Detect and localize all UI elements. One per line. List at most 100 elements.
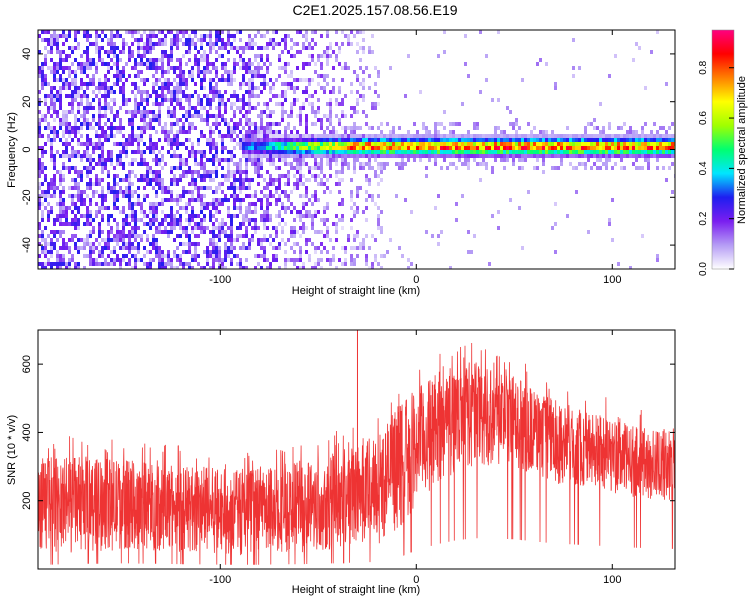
heatmap-cell <box>611 134 614 138</box>
heatmap-cell <box>497 138 500 142</box>
heatmap-cell <box>602 146 605 150</box>
heatmap-cell <box>314 162 317 166</box>
heatmap-cell <box>530 130 533 134</box>
heatmap-cell <box>263 142 266 146</box>
heatmap-cell <box>230 130 233 134</box>
heatmap-cell <box>437 130 440 134</box>
heatmap-cell <box>38 70 41 74</box>
heatmap-cell <box>122 222 125 226</box>
heatmap-cell <box>185 98 188 102</box>
heatmap-cell <box>326 178 329 182</box>
heatmap-cell <box>308 254 311 258</box>
heatmap-cell <box>272 138 275 142</box>
heatmap-cell <box>188 42 191 46</box>
heatmap-cell <box>251 210 254 214</box>
heatmap-cell <box>356 78 359 82</box>
heatmap-cell <box>146 94 149 98</box>
heatmap-cell <box>227 178 230 182</box>
heatmap-cell <box>140 134 143 138</box>
heatmap-cell <box>308 142 311 146</box>
heatmap-cell <box>293 42 296 46</box>
heatmap-cell <box>521 142 524 146</box>
heatmap-cell <box>152 142 155 146</box>
heatmap-cell <box>368 134 371 138</box>
heatmap-cell <box>644 142 647 146</box>
heatmap-cell <box>497 226 500 230</box>
heatmap-cell <box>290 102 293 106</box>
heatmap-cell <box>107 102 110 106</box>
heatmap-cell <box>266 170 269 174</box>
heatmap-cell <box>194 182 197 186</box>
heatmap-cell <box>95 174 98 178</box>
heatmap-cell <box>317 210 320 214</box>
heatmap-cell <box>143 130 146 134</box>
heatmap-cell <box>215 198 218 202</box>
heatmap-cell <box>38 202 41 206</box>
heatmap-cell <box>116 110 119 114</box>
heatmap-cell <box>239 170 242 174</box>
heatmap-cell <box>182 230 185 234</box>
heatmap-cell <box>83 106 86 110</box>
heatmap-cell <box>149 250 152 254</box>
heatmap-cell <box>50 138 53 142</box>
heatmap-cell <box>368 166 371 170</box>
heatmap-cell <box>581 146 584 150</box>
heatmap-cell <box>293 242 296 246</box>
heatmap-cell <box>341 166 344 170</box>
heatmap-cell <box>470 250 473 254</box>
heatmap-cell <box>80 214 83 218</box>
heatmap-cell <box>359 162 362 166</box>
heatmap-cell <box>257 130 260 134</box>
heatmap-cell <box>239 30 242 34</box>
colorbar-tick-label: 0.8 <box>698 60 709 74</box>
heatmap-cell <box>182 106 185 110</box>
heatmap-cell <box>362 162 365 166</box>
heatmap-cell <box>551 226 554 230</box>
heatmap-cell <box>257 158 260 162</box>
heatmap-cell <box>545 134 548 138</box>
heatmap-cell <box>251 86 254 90</box>
heatmap-cell <box>164 262 167 266</box>
heatmap-cell <box>302 174 305 178</box>
heatmap-cell <box>65 54 68 58</box>
heatmap-cell <box>251 226 254 230</box>
heatmap-cell <box>176 178 179 182</box>
heatmap-cell <box>287 154 290 158</box>
heatmap-cell <box>122 86 125 90</box>
heatmap-cell <box>491 98 494 102</box>
heatmap-cell <box>143 214 146 218</box>
heatmap-cell <box>473 158 476 162</box>
heatmap-cell <box>299 118 302 122</box>
heatmap-cell <box>179 198 182 202</box>
heatmap-cell <box>284 146 287 150</box>
heatmap-cell <box>395 154 398 158</box>
heatmap-cell <box>602 150 605 154</box>
heatmap-cell <box>86 218 89 222</box>
heatmap-cell <box>329 90 332 94</box>
heatmap-cell <box>212 230 215 234</box>
heatmap-cell <box>224 250 227 254</box>
heatmap-cell <box>62 122 65 126</box>
heatmap-cell <box>374 202 377 206</box>
heatmap-cell <box>560 154 563 158</box>
heatmap-cell <box>362 142 365 146</box>
heatmap-cell <box>536 134 539 138</box>
heatmap-cell <box>137 250 140 254</box>
heatmap-cell <box>362 138 365 142</box>
heatmap-cell <box>446 166 449 170</box>
heatmap-cell <box>269 122 272 126</box>
heatmap-cell <box>275 234 278 238</box>
heatmap-cell <box>233 178 236 182</box>
heatmap-cell <box>272 226 275 230</box>
heatmap-cell <box>647 142 650 146</box>
heatmap-cell <box>53 66 56 70</box>
heatmap-cell <box>38 34 41 38</box>
heatmap-cell <box>245 134 248 138</box>
heatmap-cell <box>53 34 56 38</box>
heatmap-cell <box>161 82 164 86</box>
heatmap-cell <box>104 194 107 198</box>
heatmap-cell <box>209 174 212 178</box>
heatmap-cell <box>425 134 428 138</box>
heatmap-cell <box>311 266 314 269</box>
heatmap-cell <box>320 162 323 166</box>
